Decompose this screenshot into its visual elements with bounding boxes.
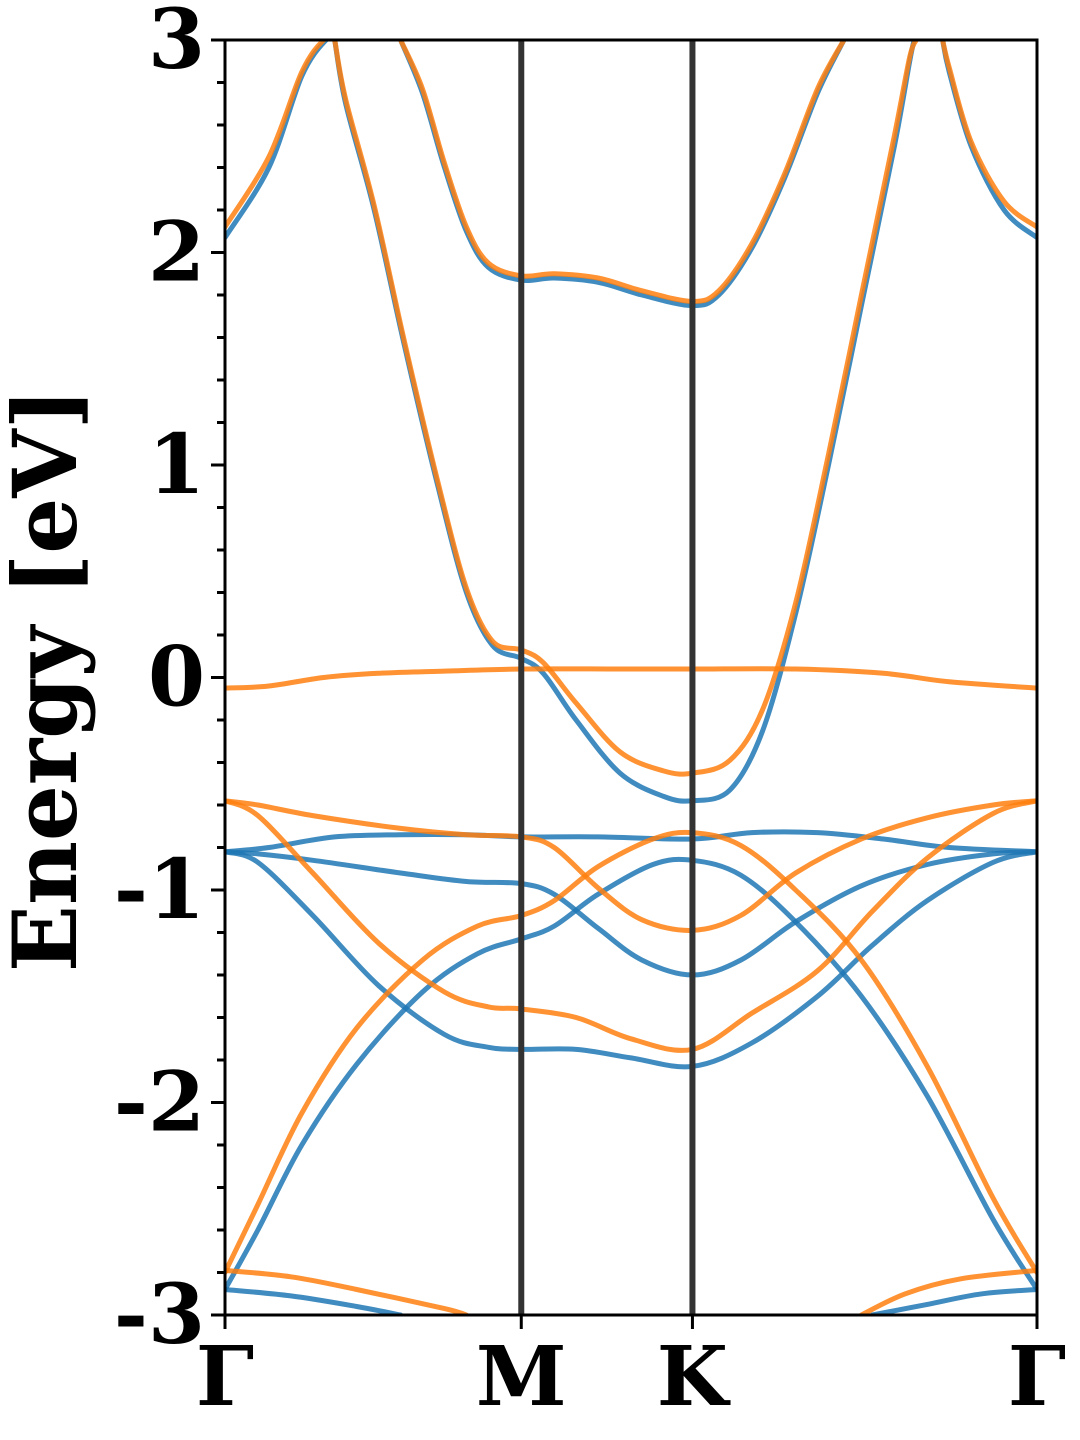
x-tick-label: Γ	[196, 1329, 254, 1425]
high-symmetry-lines	[518, 40, 696, 1315]
band-lines	[225, 40, 1037, 1315]
spin-up-band-9	[225, 829, 1037, 855]
spin-up-band-4	[398, 40, 847, 309]
spin-up-band-11	[225, 849, 1037, 1070]
y-axis-title: Energy [eV]	[0, 388, 97, 972]
x-tick-label: K	[657, 1329, 731, 1425]
y-tick-label: 0	[148, 630, 205, 726]
spin-up-band-12	[225, 856, 1037, 1292]
y-axis-ticks: -3 -2 -1 0 1 2 3	[114, 0, 225, 1363]
y-tick-label: -3	[114, 1267, 205, 1363]
spin-up-band-18	[869, 1287, 1037, 1315]
spin-down-band-13	[225, 798, 1037, 933]
spin-down-band-5	[398, 40, 847, 304]
x-tick-label: Γ	[1008, 1329, 1066, 1425]
spin-down-band-7	[940, 40, 1037, 230]
spin-down-band-3	[332, 40, 919, 777]
spin-down-band-8	[225, 666, 1037, 691]
spin-down-band-17	[225, 1267, 469, 1315]
y-tick-label: -1	[114, 842, 205, 938]
spin-down-band-15	[225, 829, 1037, 1275]
y-tick-label: 2	[148, 205, 205, 301]
spin-up-band-10	[225, 849, 1037, 978]
y-tick-label: 1	[148, 417, 205, 513]
x-tick-label: M	[476, 1329, 567, 1425]
spin-down-band-14	[225, 798, 1037, 1053]
spin-down-band-19	[858, 1267, 1037, 1315]
spin-up-band-6	[940, 40, 1037, 241]
spin-down-band-1	[225, 40, 338, 230]
y-tick-label: -2	[114, 1055, 205, 1151]
spin-up-band-16	[225, 1287, 404, 1315]
y-tick-label: 3	[148, 0, 205, 88]
